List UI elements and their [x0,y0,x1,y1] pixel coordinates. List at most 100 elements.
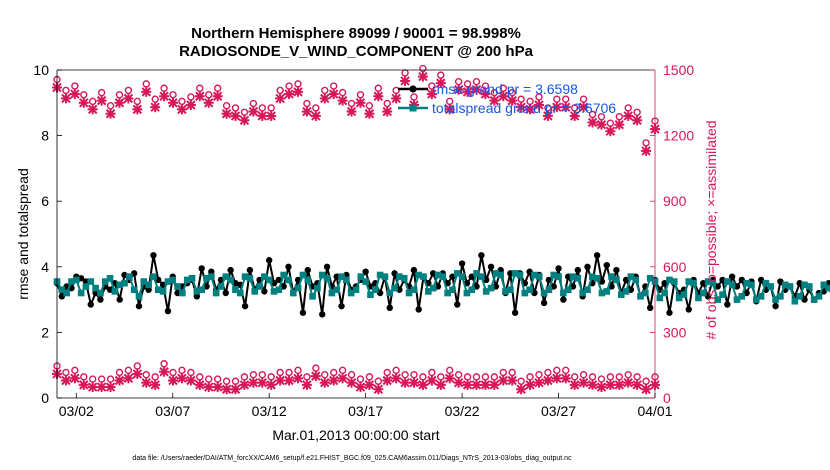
obs-assimilated-point [471,379,482,390]
totalspread-point [261,273,268,280]
obs-assimilated-point [632,379,643,390]
totalspread-point [338,273,345,280]
legend-entry-rmse: rmse grand pr = 3.6598 [398,81,578,97]
totalspread-point [208,273,215,280]
obs-assimilated-point [176,373,187,384]
totalspread-point [222,273,230,280]
obs-assimilated-point [105,108,116,119]
obs-assimilated-point [230,110,241,121]
obs-assimilated-point [284,89,295,100]
totalspread-point [270,288,278,295]
rmse-point [150,252,157,259]
totalspread-point [767,283,775,290]
obs-assimilated-point [284,375,295,386]
totalspread-point [579,289,586,297]
obs-assimilated-point [292,373,303,384]
obs-assimilated-point [203,382,214,393]
totalspread-point [487,284,495,292]
obs-assimilated-point [150,379,161,390]
totalspread-point [540,289,548,297]
x-tick-label: 03/27 [541,403,576,419]
obs-assimilated-point [391,373,402,384]
y-tick-label-left: 4 [41,259,49,275]
rmse-point [646,304,654,311]
obs-assimilated-point [248,106,259,117]
rmse-point [241,302,249,310]
obs-assimilated-point [239,115,250,126]
obs-assimilated-point [480,379,491,390]
rmse-point [198,265,205,272]
rmse-point [227,266,234,274]
obs-assimilated-point [328,89,339,100]
obs-assimilated-point [560,102,571,113]
totalspread-point [232,286,239,294]
line-layer [53,252,830,318]
x-tick-label: 03/17 [348,403,383,419]
rmse-point [545,276,553,284]
totalspread-point [97,289,104,297]
totalspread-point [781,281,789,289]
totalspread-point [434,271,442,279]
totalspread-point [695,294,702,302]
totalspread-point [560,289,567,297]
obs-assimilated-point [319,377,330,388]
totalspread-point [82,283,90,290]
totalspread-point [535,273,543,280]
rmse-point [285,263,292,270]
obs-assimilated-point [400,377,411,388]
obs-assimilated-point [409,377,420,388]
obs-assimilated-point [489,379,500,390]
obs-assimilated-point [435,379,446,390]
obs-assimilated-point [275,375,286,386]
obs-assimilated-point [301,379,312,390]
obs-assimilated-point [60,93,71,104]
obs-assimilated-point [623,377,634,388]
totalspread-point [656,294,664,302]
totalspread-point [111,288,119,295]
obs-assimilated-point [542,110,553,121]
totalspread-point [482,288,490,295]
totalspread-point [323,274,331,282]
totalspread-point [183,276,191,284]
totalspread-point [396,273,403,280]
obs-assimilated-point [587,379,598,390]
totalspread-point [275,286,283,294]
obs-assimilated-point [194,379,205,390]
totalspread-point [685,278,693,285]
totalspread-point [299,271,307,279]
obs-assimilated-point [435,78,446,89]
obs-assimilated-point [382,106,393,117]
rmse-point [574,266,582,274]
totalspread-point [285,276,292,284]
totalspread-point [584,286,591,294]
obs-assimilated-point [328,375,339,386]
x-axis-label: Mar.01,2013 00:00:00 start [272,427,439,443]
obs-assimilated-point [87,382,98,393]
totalspread-point [169,276,177,284]
totalspread-point [193,288,201,295]
totalspread-point [420,273,427,280]
totalspread-point [492,270,500,277]
obs-assimilated-point [132,104,143,115]
totalspread-point [516,271,524,279]
obs-assimilated-point [569,110,580,121]
totalspread-point [251,288,259,295]
obs-assimilated-point [78,97,89,108]
totalspread-point [820,281,828,289]
totalspread-point [203,274,210,282]
totalspread-point [574,274,582,282]
totalspread-point [699,289,707,297]
totalspread-point [343,276,350,284]
y-tick-label-right: 600 [663,259,687,275]
rmse-point [415,306,422,313]
obs-assimilated-point [489,95,500,106]
totalspread-point [608,273,615,280]
totalspread-point [661,289,668,297]
totalspread-point [617,291,625,298]
totalspread-point [458,273,466,280]
totalspread-point [444,289,451,297]
plot-area [57,70,655,398]
obs-assimilated-point [373,384,384,395]
totalspread-point [468,286,476,294]
obs-assimilated-point [239,379,250,390]
